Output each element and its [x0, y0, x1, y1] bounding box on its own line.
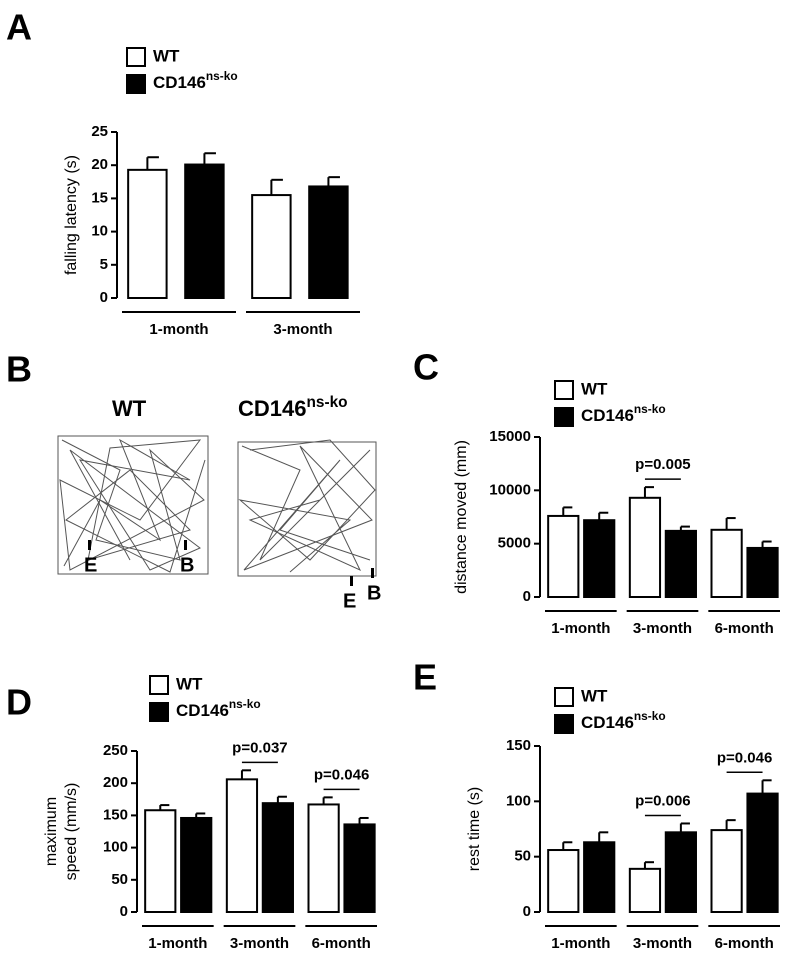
- y-tick-label: 150: [103, 806, 128, 823]
- panel-letter: A: [6, 7, 32, 48]
- marker: [350, 576, 353, 586]
- x-tick-label: 6-month: [715, 620, 774, 637]
- legend-label: CD146ns-ko: [581, 709, 666, 732]
- bar: [583, 841, 616, 914]
- y-tick-label: 50: [111, 871, 128, 888]
- y-tick-label: 50: [514, 848, 531, 865]
- panel-letter: D: [6, 682, 32, 723]
- trajectory-ko: [237, 439, 377, 577]
- y-tick-label: 15000: [489, 428, 531, 445]
- legend-swatch: [126, 47, 146, 67]
- y-tick-label: 0: [523, 903, 531, 920]
- trajectory-wt: [57, 435, 209, 575]
- bar: [746, 546, 779, 599]
- legend-swatch: [554, 380, 574, 400]
- bar: [547, 514, 580, 599]
- bar: [308, 185, 349, 299]
- legend-label: WT: [153, 46, 180, 65]
- y-tick-label: 0: [523, 588, 531, 605]
- group-label: CD146ns-ko: [238, 394, 348, 421]
- p-value: p=0.046: [717, 749, 772, 766]
- y-axis-label: maximum: [43, 797, 60, 866]
- bar: [127, 168, 168, 299]
- bar: [664, 831, 697, 914]
- x-tick-label: 6-month: [312, 935, 371, 952]
- y-tick-label: 25: [91, 123, 108, 140]
- y-tick-label: 0: [100, 289, 108, 306]
- y-tick-label: 10000: [489, 481, 531, 498]
- bar: [664, 529, 697, 598]
- y-tick-label: 150: [506, 737, 531, 754]
- legend-label: WT: [581, 379, 608, 398]
- y-axis-label: distance moved (mm): [453, 440, 470, 594]
- y-tick-label: 20: [91, 156, 108, 173]
- marker: [88, 540, 91, 550]
- y-tick-label: 5000: [498, 535, 531, 552]
- y-tick-label: 100: [506, 792, 531, 809]
- panel-letter: C: [413, 347, 439, 388]
- y-tick-label: 100: [103, 839, 128, 856]
- marker-label: E: [84, 554, 97, 576]
- p-value: p=0.037: [232, 739, 287, 756]
- x-tick-label: 1-month: [149, 321, 208, 338]
- bar: [628, 867, 662, 914]
- x-tick-label: 1-month: [551, 935, 610, 952]
- marker: [371, 568, 374, 578]
- legend-swatch: [126, 74, 146, 94]
- x-tick-label: 3-month: [633, 935, 692, 952]
- x-tick-label: 3-month: [273, 321, 332, 338]
- legend-label: CD146ns-ko: [176, 697, 261, 720]
- bar: [307, 803, 340, 914]
- x-tick-label: 6-month: [715, 935, 774, 952]
- legend-swatch: [149, 675, 169, 695]
- bar: [144, 809, 177, 913]
- legend-label: WT: [581, 686, 608, 705]
- bar: [628, 496, 662, 598]
- y-tick-label: 5: [100, 256, 108, 273]
- p-value: p=0.006: [635, 792, 690, 809]
- y-tick-label: 10: [91, 223, 108, 240]
- bar: [710, 829, 743, 914]
- bar: [251, 194, 292, 299]
- legend-label: WT: [176, 674, 203, 693]
- bar: [184, 163, 225, 299]
- bar: [180, 816, 213, 914]
- legend-swatch: [554, 407, 574, 427]
- y-axis-label: falling latency (s): [63, 155, 80, 275]
- bar: [547, 849, 580, 914]
- y-tick-label: 15: [91, 189, 108, 206]
- y-tick-label: 0: [120, 903, 128, 920]
- legend-label: CD146ns-ko: [153, 69, 238, 92]
- marker-label: B: [367, 582, 381, 604]
- x-tick-label: 3-month: [230, 935, 289, 952]
- group-label: WT: [112, 396, 147, 421]
- marker: [184, 540, 187, 550]
- p-value: p=0.046: [314, 766, 369, 783]
- legend-label: CD146ns-ko: [581, 402, 666, 425]
- bar: [746, 792, 779, 913]
- bar: [343, 823, 376, 914]
- legend-swatch: [149, 702, 169, 722]
- y-axis-label: rest time (s): [466, 787, 483, 871]
- x-tick-label: 1-month: [148, 935, 207, 952]
- marker-label: E: [343, 590, 356, 612]
- legend-swatch: [554, 714, 574, 734]
- panel-letter: E: [413, 657, 437, 698]
- p-value: p=0.005: [635, 456, 690, 473]
- x-tick-label: 3-month: [633, 620, 692, 637]
- bar: [225, 778, 259, 913]
- x-tick-label: 1-month: [551, 620, 610, 637]
- y-tick-label: 250: [103, 742, 128, 759]
- legend-swatch: [554, 687, 574, 707]
- panel-letter: B: [6, 349, 32, 390]
- y-tick-label: 200: [103, 774, 128, 791]
- bar: [710, 528, 743, 598]
- bar: [261, 802, 294, 913]
- marker-label: B: [180, 554, 194, 576]
- y-axis-label: speed (mm/s): [63, 783, 80, 881]
- bar: [583, 519, 616, 599]
